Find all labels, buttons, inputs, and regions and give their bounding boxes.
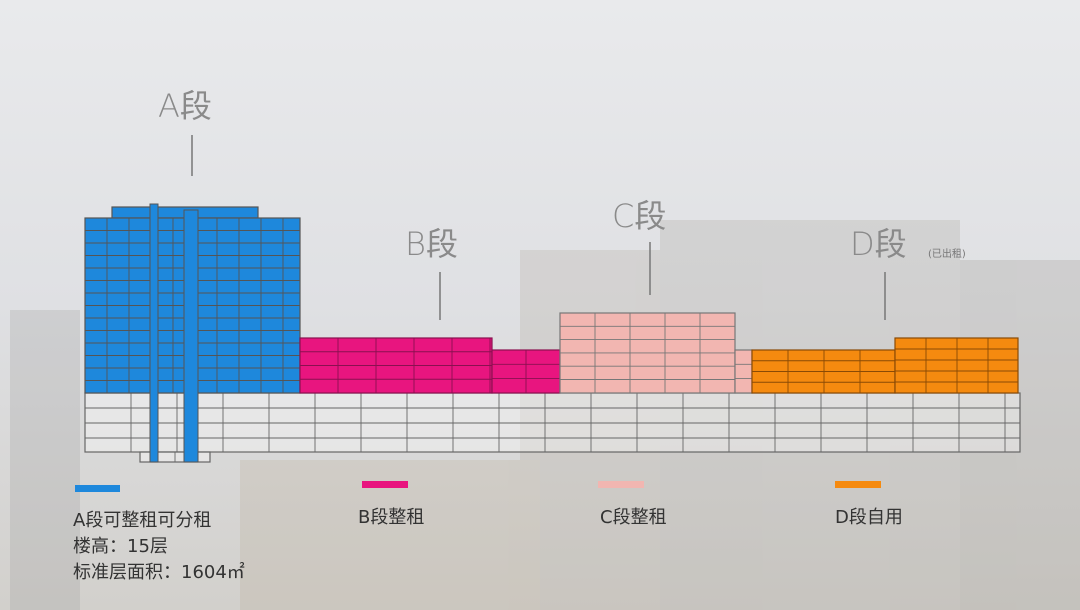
- section-label: C段: [612, 197, 666, 235]
- section-label: B段: [405, 225, 458, 263]
- legend-text: C段整租: [600, 507, 667, 528]
- legend-text: B段整租: [358, 507, 424, 528]
- tower-core: [183, 209, 199, 463]
- legend-swatch: [835, 481, 881, 488]
- block: [734, 349, 753, 394]
- legend-swatch: [598, 481, 644, 488]
- block: [894, 337, 1019, 394]
- legend-text: D段自用: [835, 507, 903, 528]
- legend-swatch: [362, 481, 408, 488]
- legend-swatch: [75, 485, 120, 492]
- building: [84, 203, 1021, 463]
- legend-text: 标准层面积：1604㎡: [73, 561, 245, 583]
- tower-core: [149, 203, 159, 463]
- legend-text: 楼高：15层: [73, 536, 168, 557]
- block: [84, 392, 1021, 453]
- section-note: (已出租): [928, 247, 966, 260]
- legend-text: A段可整租可分租: [73, 510, 211, 531]
- section-label: A段: [158, 87, 212, 125]
- section-label: D段: [850, 225, 907, 263]
